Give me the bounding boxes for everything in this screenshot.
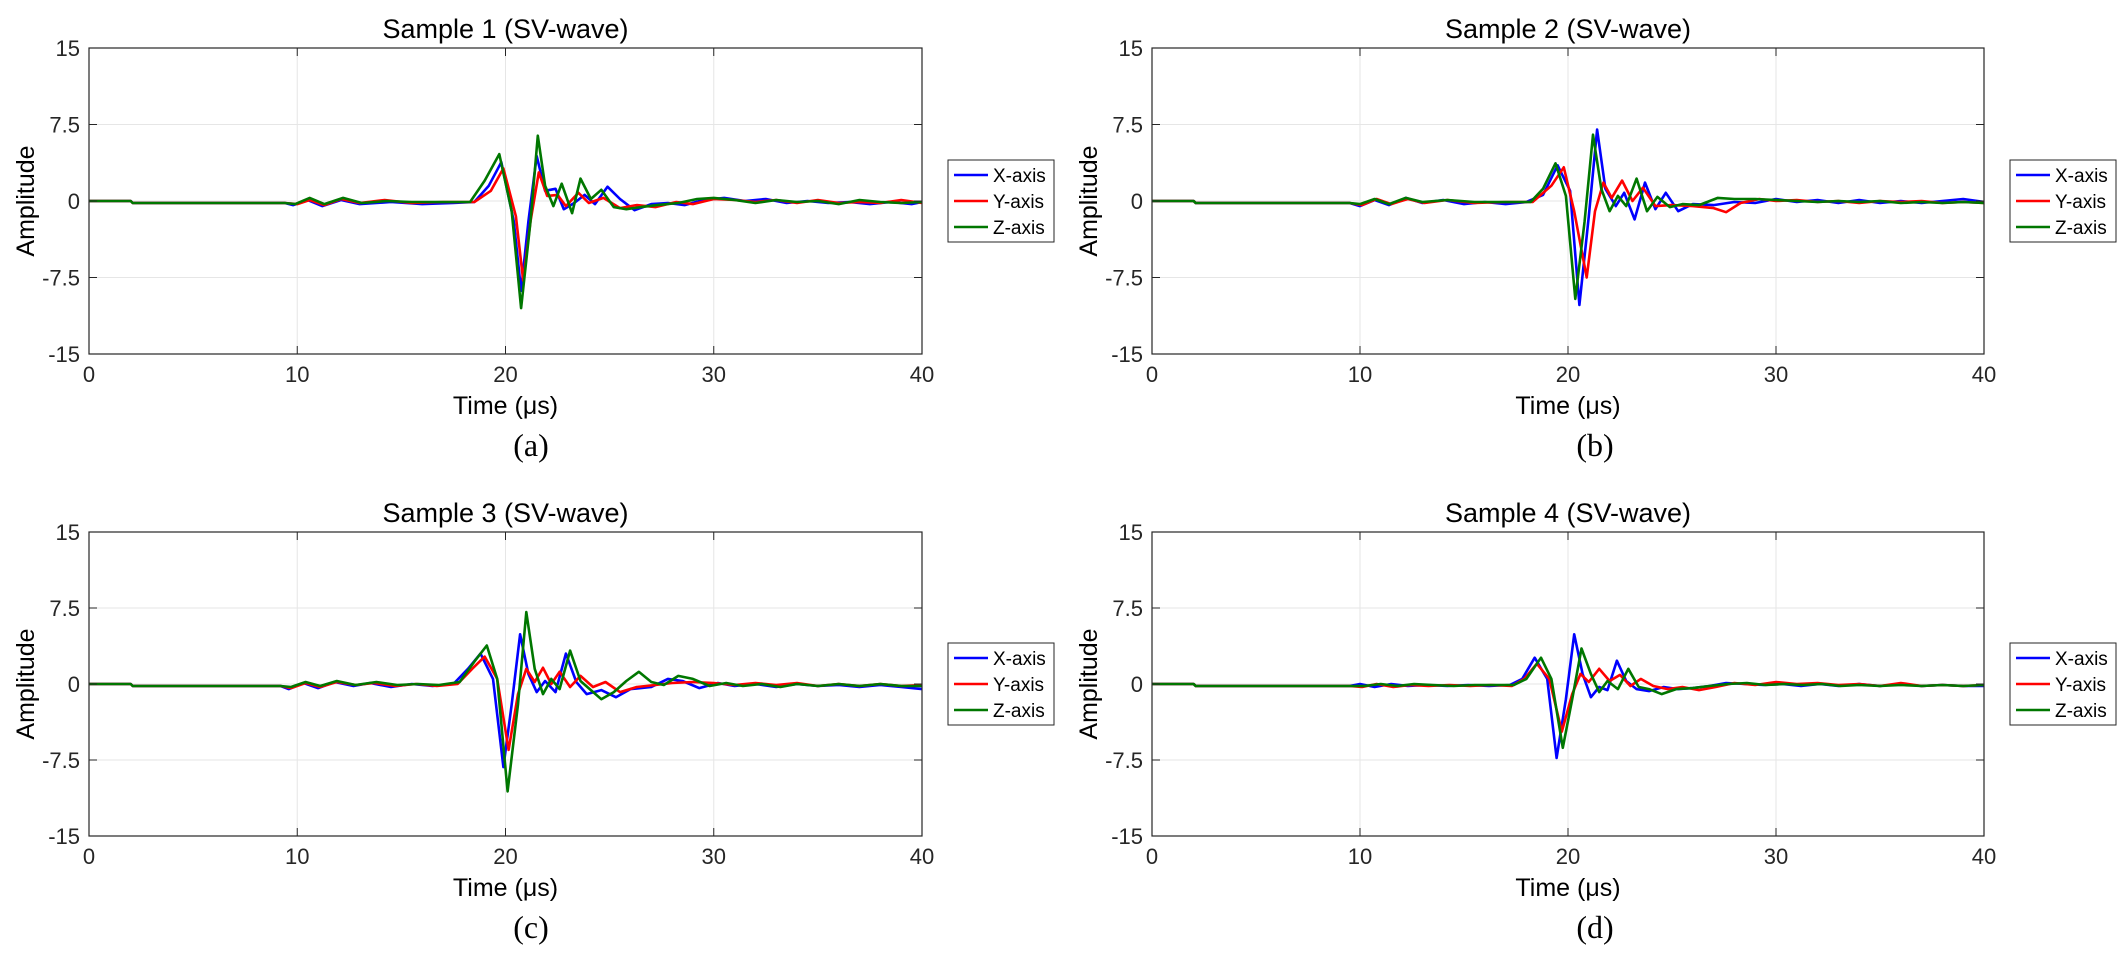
y-tick-label: 0	[68, 189, 80, 214]
y-tick-label: 7.5	[49, 596, 80, 621]
x-tick-label: 20	[1556, 362, 1580, 387]
legend-label-x-axis: X-axis	[2055, 166, 2108, 187]
y-tick-label: -15	[48, 824, 80, 849]
x-axis-label: Time (μs)	[453, 874, 558, 902]
chart-panel-3: 0 10 20 30 40 -15 -7.5 0 7.5 15 Sample 3 (SV-wave)…	[12, 498, 1055, 945]
legend-label-z-axis: Z-axis	[2055, 701, 2107, 722]
series-group	[1152, 128, 1984, 307]
x-tick-label: 30	[1764, 844, 1788, 869]
legend-label-y-axis: Y-axis	[2055, 192, 2106, 213]
series-line-z-axis	[1152, 647, 1984, 750]
panel-caption: (a)	[513, 427, 549, 463]
x-tick-label: 30	[1764, 362, 1788, 387]
legend-label-y-axis: Y-axis	[993, 675, 1044, 696]
legend-box	[2009, 642, 2117, 726]
x-tick-label: 30	[702, 362, 726, 387]
y-axis-label: Amplitude	[12, 628, 40, 739]
legend-label-x-axis: X-axis	[2055, 649, 2108, 670]
x-tick-label: 20	[493, 844, 517, 869]
y-tick-label: 0	[1131, 672, 1143, 697]
series-line-z-axis	[1152, 133, 1984, 301]
y-tick-label: -15	[1111, 342, 1143, 367]
x-tick-label: 30	[702, 844, 726, 869]
chart-title: Sample 2 (SV-wave)	[1445, 14, 1691, 44]
panel-caption: (d)	[1576, 909, 1613, 945]
y-tick-label: -15	[1111, 824, 1143, 849]
legend: X-axis Y-axis Z-axis	[947, 642, 1055, 726]
y-tick-label: -7.5	[1105, 748, 1143, 773]
legend: X-axis Y-axis Z-axis	[2009, 642, 2117, 726]
legend-label-y-axis: Y-axis	[2055, 675, 2106, 696]
legend-label-z-axis: Z-axis	[993, 701, 1045, 722]
y-tick-label: -7.5	[42, 266, 80, 291]
y-tick-label: 0	[1131, 189, 1143, 214]
x-tick-label: 0	[83, 844, 95, 869]
chart-title: Sample 1 (SV-wave)	[382, 14, 628, 44]
y-tick-label: 0	[68, 672, 80, 697]
x-tick-label: 10	[1348, 362, 1372, 387]
chart-panel-4: 0 10 20 30 40 -15 -7.5 0 7.5 15 Sample 4 (SV-wave)…	[1075, 498, 2117, 945]
x-tick-label: 10	[1348, 844, 1372, 869]
chart-panel-2: 0 10 20 30 40 -15 -7.5 0 7.5 15 Sample 2 (SV-wave)…	[1075, 14, 2117, 463]
series-group	[89, 134, 922, 310]
panel-caption: (c)	[513, 909, 549, 945]
x-axis-label: Time (μs)	[1515, 874, 1620, 902]
x-tick-label: 40	[910, 362, 934, 387]
x-tick-label: 40	[1972, 844, 1996, 869]
legend-label-x-axis: X-axis	[993, 649, 1046, 670]
series-group	[1152, 633, 1984, 760]
series-line-z-axis	[89, 610, 922, 793]
y-tick-label: -15	[48, 342, 80, 367]
series-group	[89, 610, 922, 793]
x-tick-label: 20	[1556, 844, 1580, 869]
y-tick-label: 15	[56, 36, 80, 61]
y-tick-label: 7.5	[1112, 113, 1143, 138]
chart-title: Sample 4 (SV-wave)	[1445, 498, 1691, 528]
y-axis-label: Amplitude	[12, 145, 40, 256]
y-tick-label: 7.5	[49, 113, 80, 138]
y-tick-label: 7.5	[1112, 596, 1143, 621]
legend-label-y-axis: Y-axis	[993, 192, 1044, 213]
x-axis-label: Time (μs)	[1515, 392, 1620, 420]
y-axis-label: Amplitude	[1075, 145, 1103, 256]
chart-panel-1: 0 10 20 30 40 -15 -7.5 0 7.5 15 Sample 1 (SV-wave)…	[12, 14, 1055, 463]
y-axis-label: Amplitude	[1075, 628, 1103, 739]
x-tick-label: 10	[285, 362, 309, 387]
y-tick-label: -7.5	[1105, 266, 1143, 291]
legend: X-axis Y-axis Z-axis	[2009, 159, 2117, 243]
legend-label-x-axis: X-axis	[993, 166, 1046, 187]
legend-label-z-axis: Z-axis	[2055, 218, 2107, 239]
y-tick-label: 15	[1119, 36, 1143, 61]
x-tick-label: 20	[493, 362, 517, 387]
x-tick-label: 10	[285, 844, 309, 869]
x-axis-label: Time (μs)	[453, 392, 558, 420]
series-line-z-axis	[89, 134, 922, 310]
panel-caption: (b)	[1576, 427, 1613, 463]
x-tick-label: 0	[1146, 362, 1158, 387]
legend: X-axis Y-axis Z-axis	[947, 159, 1055, 243]
y-tick-label: 15	[56, 520, 80, 545]
legend-label-z-axis: Z-axis	[993, 218, 1045, 239]
x-tick-label: 40	[910, 844, 934, 869]
x-tick-label: 0	[83, 362, 95, 387]
x-tick-label: 40	[1972, 362, 1996, 387]
x-tick-label: 0	[1146, 844, 1158, 869]
chart-title: Sample 3 (SV-wave)	[382, 498, 628, 528]
y-tick-label: 15	[1119, 520, 1143, 545]
y-tick-label: -7.5	[42, 748, 80, 773]
